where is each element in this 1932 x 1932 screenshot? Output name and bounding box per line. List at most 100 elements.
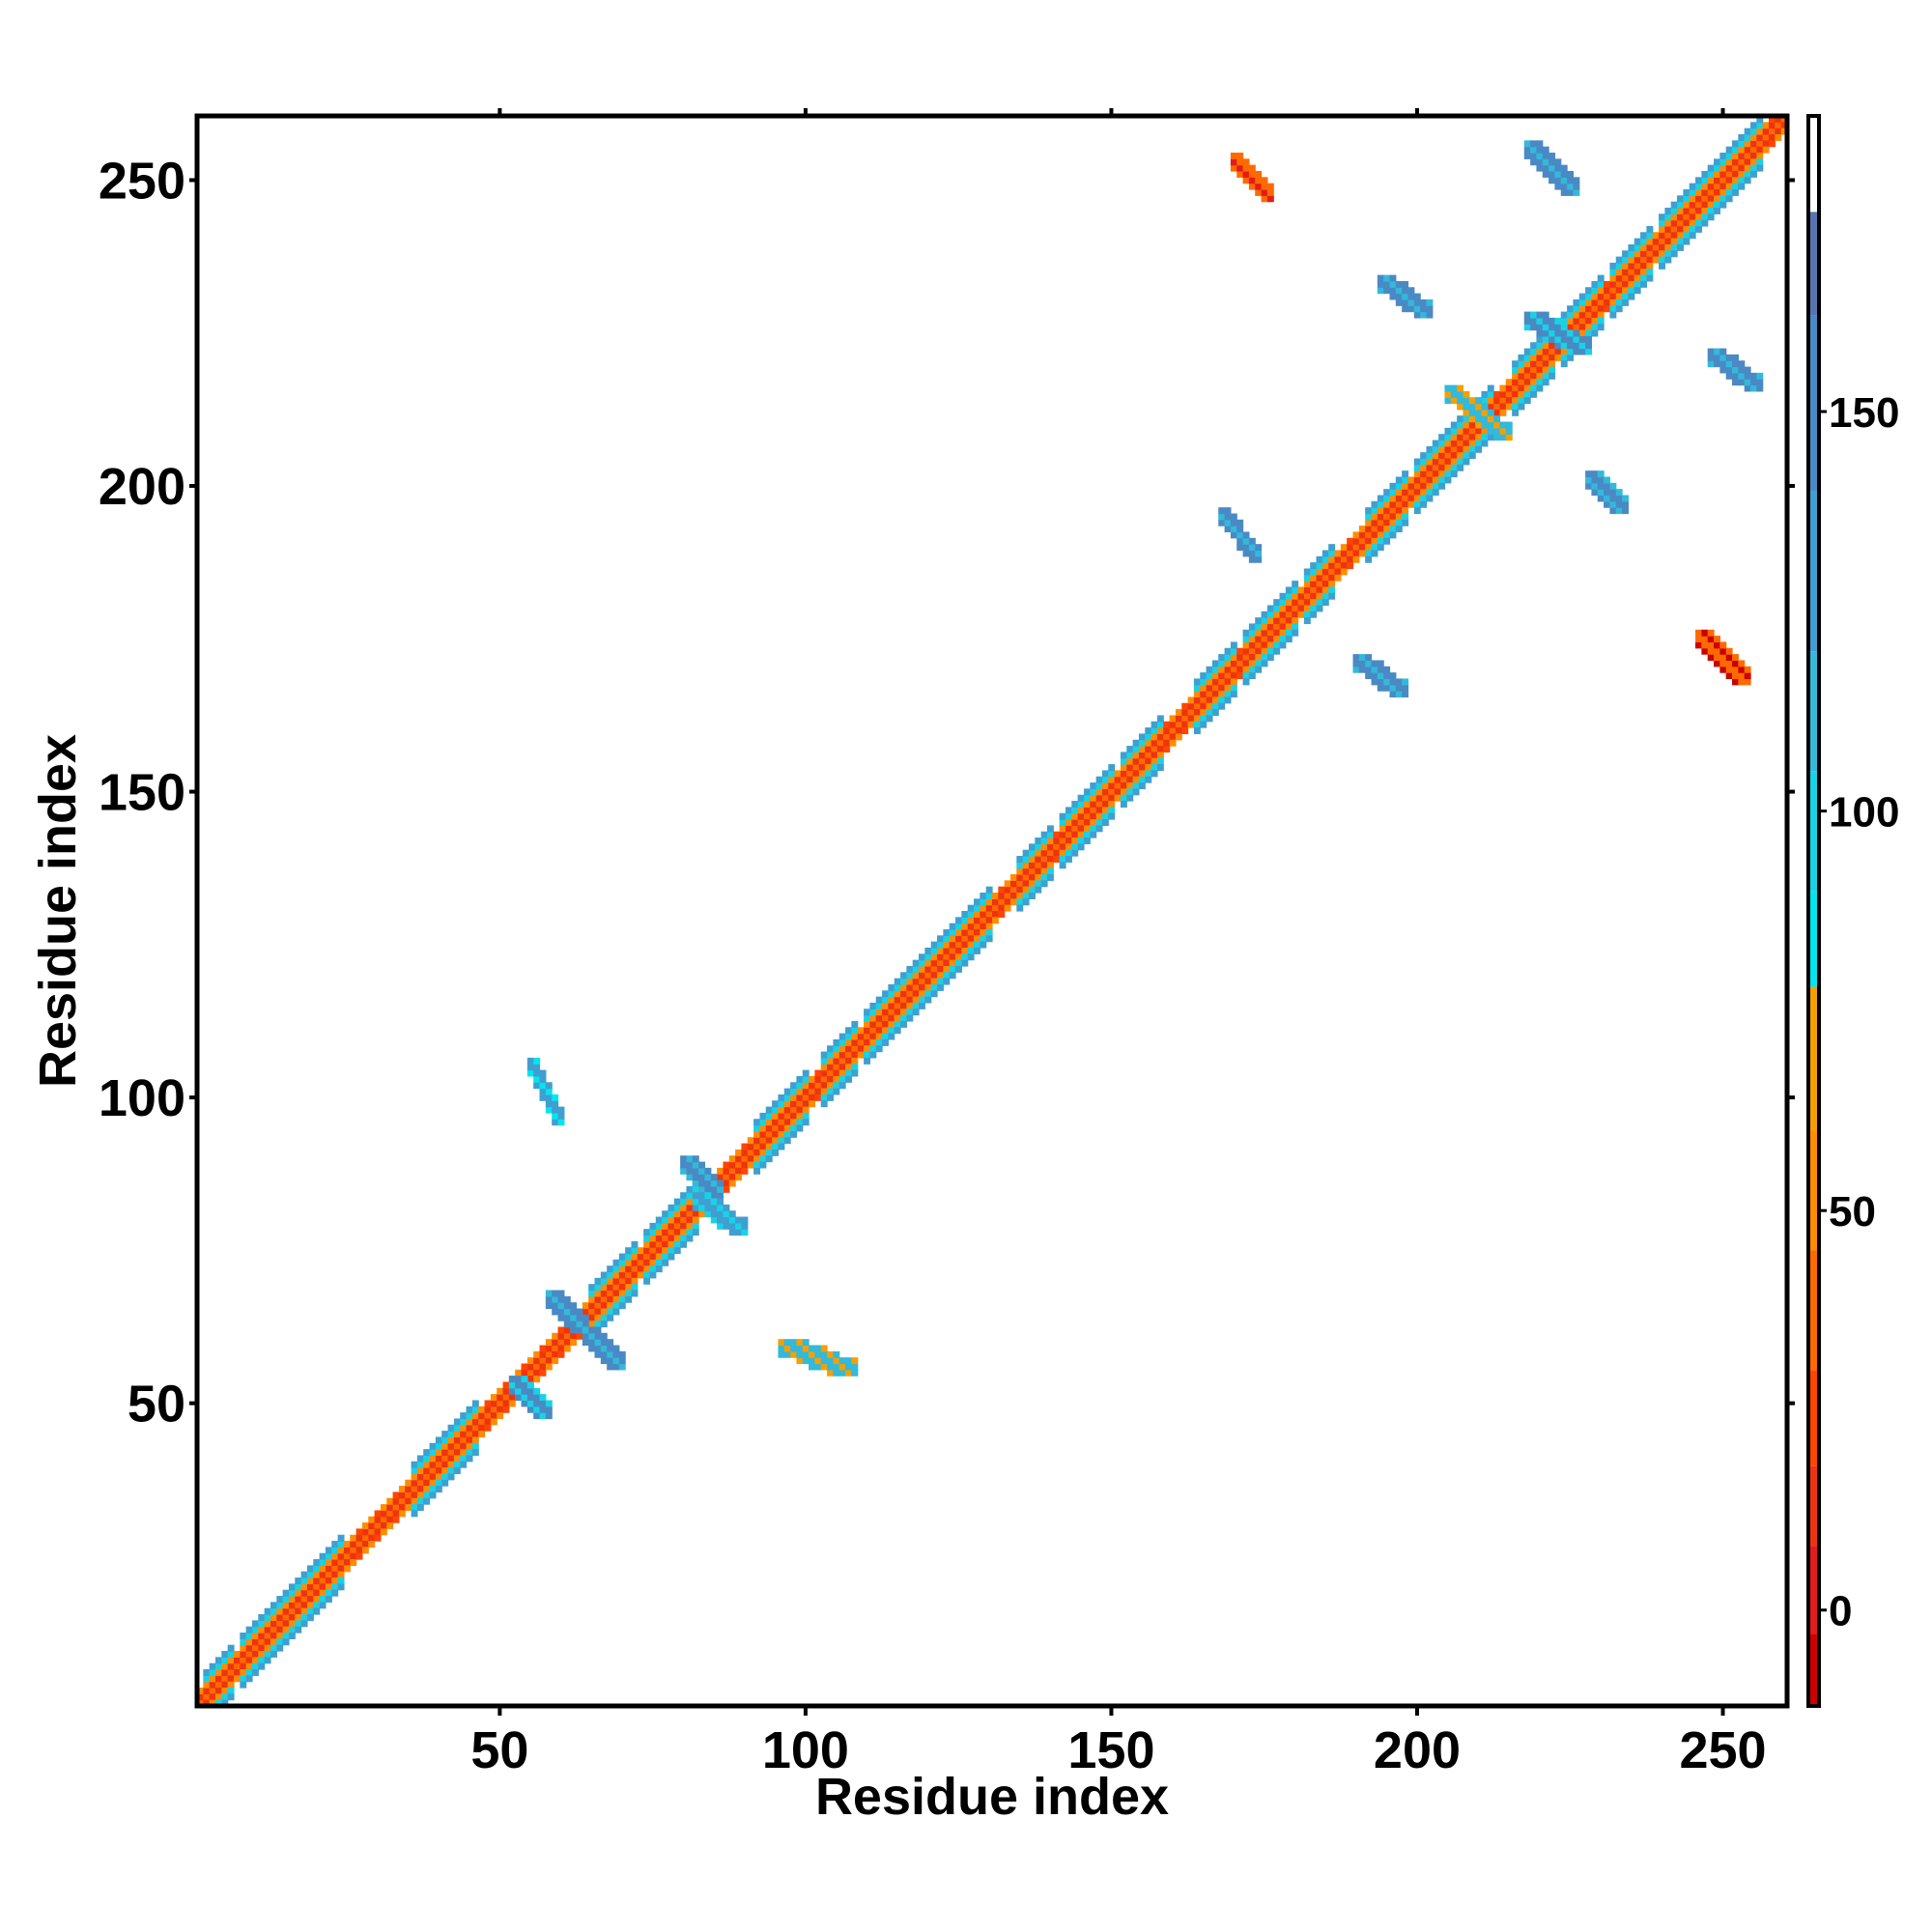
heatmap-cell xyxy=(1609,293,1617,300)
heatmap-cell xyxy=(214,1657,222,1664)
heatmap-cell xyxy=(1053,843,1061,851)
heatmap-cell xyxy=(1744,152,1751,159)
heatmap-cell xyxy=(686,1185,694,1193)
heatmap-cell xyxy=(955,959,962,967)
heatmap-cell xyxy=(1340,568,1348,576)
heatmap-cell xyxy=(209,1681,216,1689)
heatmap-cell xyxy=(1750,158,1757,166)
heatmap-cell xyxy=(1035,843,1042,851)
heatmap-cell xyxy=(1530,152,1538,159)
heatmap-cell xyxy=(985,923,993,930)
heatmap-cell xyxy=(1077,843,1085,851)
heatmap-cell xyxy=(974,911,980,918)
heatmap-cell xyxy=(943,953,951,961)
heatmap-cell xyxy=(1255,183,1263,190)
heatmap-cell xyxy=(1071,812,1079,820)
heatmap-cell xyxy=(894,1009,901,1016)
heatmap-cell xyxy=(258,1614,266,1621)
heatmap-cell xyxy=(851,1357,859,1365)
heatmap-cell xyxy=(258,1657,266,1664)
heatmap-cell xyxy=(809,1088,816,1095)
heatmap-cell xyxy=(1505,379,1513,386)
heatmap-cell xyxy=(1095,776,1103,783)
heatmap-cell xyxy=(1316,574,1323,582)
heatmap-cell xyxy=(1371,519,1378,526)
heatmap-cell xyxy=(282,1638,290,1646)
heatmap-cell xyxy=(1261,195,1268,203)
heatmap-cell xyxy=(600,1321,608,1328)
heatmap-cell xyxy=(1389,489,1397,497)
heatmap-cell xyxy=(533,1376,541,1383)
heatmap-cell xyxy=(1615,495,1623,502)
heatmap-cell xyxy=(306,1602,314,1609)
heatmap-cell xyxy=(618,1259,626,1266)
heatmap-cell xyxy=(1402,513,1409,521)
heatmap-cell xyxy=(1744,672,1751,680)
heatmap-cell xyxy=(423,1449,431,1457)
heatmap-cell xyxy=(1707,213,1715,221)
heatmap-cell xyxy=(882,1020,889,1028)
heatmap-cell xyxy=(1548,170,1556,178)
heatmap-cell xyxy=(1646,250,1654,258)
heatmap-cell xyxy=(949,923,956,930)
heatmap-cell xyxy=(1652,250,1660,258)
heatmap-cell xyxy=(1151,764,1158,771)
heatmap-cell xyxy=(1523,372,1531,380)
heatmap-cell xyxy=(1432,440,1439,447)
heatmap-cell xyxy=(912,990,920,998)
heatmap-cell xyxy=(1303,617,1311,625)
heatmap-cell xyxy=(1756,140,1764,148)
heatmap-cell xyxy=(1383,678,1391,686)
heatmap-cell xyxy=(325,1577,332,1584)
heatmap-cell xyxy=(1652,243,1660,251)
heatmap-cell xyxy=(1457,415,1464,423)
heatmap-cell xyxy=(1292,611,1299,618)
heatmap-cell xyxy=(306,1614,314,1621)
heatmap-cell xyxy=(1035,856,1042,863)
heatmap-cell xyxy=(1670,238,1678,245)
heatmap-cell xyxy=(814,1069,822,1077)
heatmap-cell xyxy=(1297,611,1305,618)
heatmap-cell xyxy=(643,1253,651,1261)
heatmap-cell xyxy=(526,1376,534,1383)
heatmap-cell xyxy=(1756,146,1764,154)
heatmap-cell xyxy=(545,1295,553,1303)
heatmap-cell xyxy=(533,1387,541,1395)
heatmap-cell xyxy=(1468,440,1476,447)
heatmap-cell xyxy=(1554,183,1562,190)
heatmap-cell xyxy=(478,1431,486,1438)
heatmap-cell xyxy=(838,1051,846,1059)
heatmap-cell xyxy=(1719,348,1727,355)
heatmap-cell xyxy=(820,1075,828,1083)
heatmap-cell xyxy=(1083,825,1091,833)
heatmap-cell xyxy=(680,1192,688,1200)
heatmap-cell xyxy=(1615,269,1623,276)
heatmap-cell xyxy=(930,959,938,967)
heatmap-cell xyxy=(1622,280,1629,288)
heatmap-cell xyxy=(845,1027,852,1035)
heatmap-cell xyxy=(1481,415,1489,423)
heatmap-cell xyxy=(919,965,925,973)
heatmap-cell xyxy=(673,1247,681,1255)
heatmap-cell xyxy=(845,1064,852,1071)
heatmap-cell xyxy=(1365,555,1373,563)
heatmap-cell xyxy=(1377,666,1384,673)
heatmap-cell xyxy=(1744,164,1751,172)
heatmap-cell xyxy=(1224,647,1232,655)
heatmap-cell xyxy=(398,1510,406,1518)
heatmap-cell xyxy=(1420,500,1428,508)
heatmap-cell xyxy=(851,1363,859,1371)
heatmap-cell xyxy=(1750,140,1757,148)
heatmap-cell xyxy=(331,1541,339,1548)
heatmap-cell xyxy=(1573,342,1580,350)
heatmap-cell xyxy=(557,1326,565,1334)
heatmap-cell xyxy=(673,1229,681,1236)
heatmap-cell xyxy=(937,972,944,980)
heatmap-cell xyxy=(1420,464,1428,471)
heatmap-cell xyxy=(1719,170,1727,178)
heatmap-cell xyxy=(631,1290,639,1297)
heatmap-cell xyxy=(875,1045,883,1053)
heatmap-cell xyxy=(1310,599,1318,607)
heatmap-cell xyxy=(1530,342,1538,350)
